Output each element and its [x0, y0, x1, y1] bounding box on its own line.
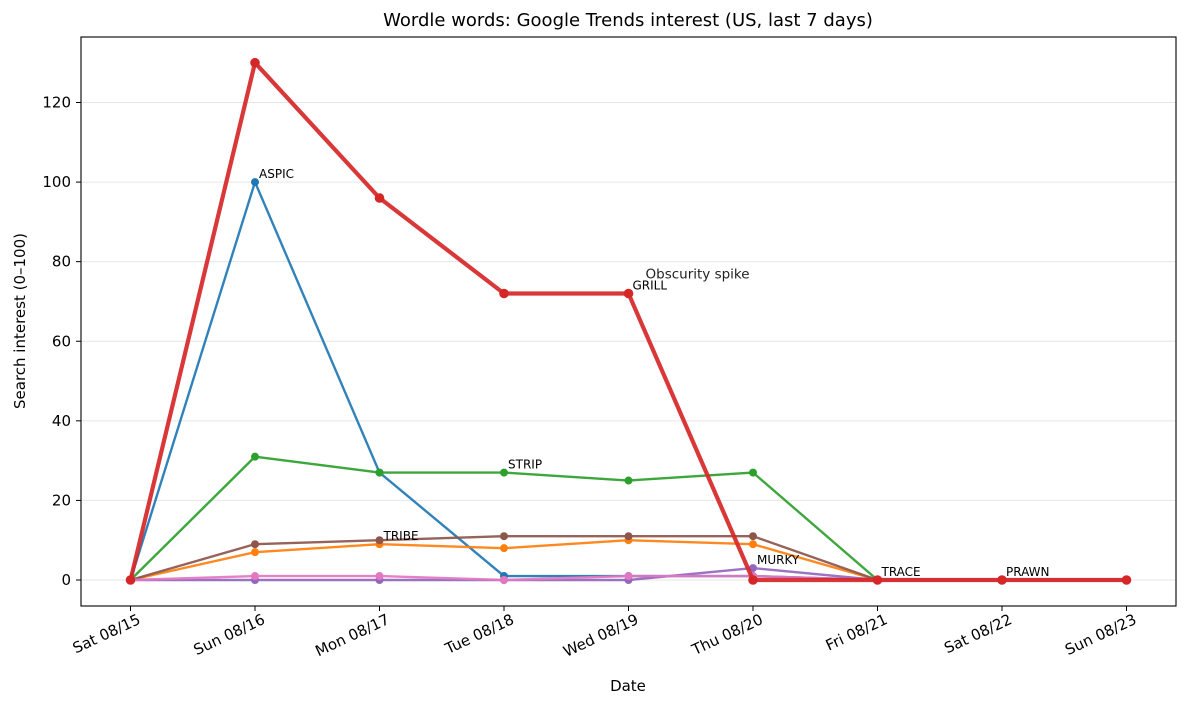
- data-point-grill: [623, 288, 634, 299]
- data-point-strip: [375, 468, 384, 477]
- y-tick-label: 0: [61, 571, 71, 589]
- y-tick-label: 80: [52, 253, 71, 271]
- series-label-trace: TRACE: [881, 565, 921, 579]
- data-point-strip: [500, 468, 508, 477]
- data-point-grill: [1121, 575, 1132, 585]
- series-label-prawn: PRAWN: [1006, 565, 1049, 579]
- data-point-grill: [250, 57, 260, 68]
- data-point-trace: [251, 540, 259, 549]
- y-tick-label: 60: [52, 332, 71, 350]
- y-tick-label: 40: [52, 412, 71, 430]
- data-point-prawn: [624, 572, 633, 581]
- annotation-text: Obscurity spike: [646, 267, 750, 283]
- series-group: [125, 57, 1132, 585]
- data-point-strip: [251, 452, 259, 461]
- data-point-prawn: [251, 572, 259, 581]
- data-point-trace: [500, 532, 508, 541]
- x-axis-title: Date: [610, 677, 646, 695]
- series-label-murky: MURKY: [757, 553, 800, 567]
- series-label-aspic: ASPIC: [259, 167, 294, 181]
- data-point-trace: [624, 532, 633, 541]
- series-label-tribe: TRIBE: [383, 529, 419, 543]
- data-point-tribe: [500, 544, 508, 553]
- series-labels: ASPIC TRIBE STRIP TRACE MURKY PRAWN GRILLObscu…: [259, 167, 1049, 579]
- data-point-strip: [749, 468, 757, 477]
- data-point-grill: [872, 575, 883, 585]
- data-point-grill: [748, 575, 758, 585]
- data-point-tribe: [749, 540, 757, 549]
- data-point-grill: [997, 575, 1007, 585]
- y-axis: 0 20 40 60 80 100 120: [42, 94, 81, 589]
- y-tick-label: 20: [52, 491, 71, 509]
- data-point-prawn: [375, 572, 384, 581]
- data-point-grill: [125, 575, 136, 585]
- chart-title: Wordle words: Google Trends interest (US…: [383, 10, 873, 31]
- data-point-grill: [499, 288, 509, 299]
- data-point-prawn: [500, 576, 508, 584]
- data-point-tribe: [251, 548, 259, 557]
- y-axis-title: Search interest (0–100): [11, 233, 29, 409]
- y-tick-label: 100: [42, 173, 71, 191]
- data-point-trace: [749, 532, 757, 541]
- data-point-murky: [749, 564, 757, 573]
- gridlines: [81, 102, 1176, 581]
- y-tick-label: 120: [42, 94, 71, 112]
- series-label-grill: GRILL: [633, 279, 668, 293]
- series-label-strip: STRIP: [508, 458, 542, 472]
- data-point-strip: [624, 476, 633, 485]
- data-point-trace: [375, 536, 384, 545]
- data-point-grill: [374, 193, 385, 203]
- data-point-aspic: [251, 178, 259, 187]
